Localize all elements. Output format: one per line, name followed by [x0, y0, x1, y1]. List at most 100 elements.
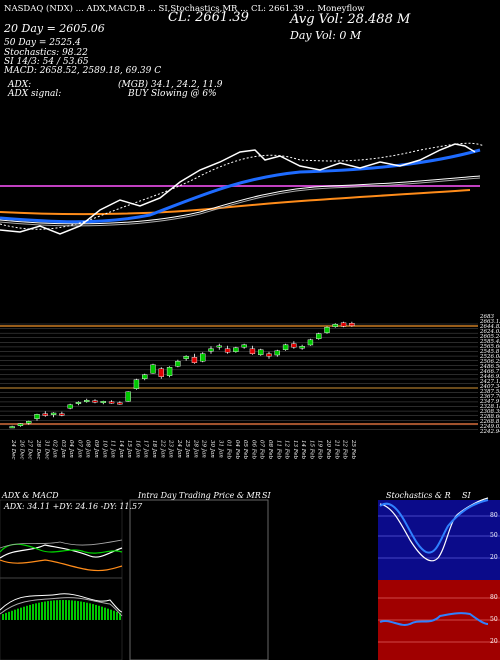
rsi-tick-50: 50 — [490, 616, 498, 623]
macd-histogram-bar — [86, 602, 88, 620]
date-tick-label: 30 Jan — [209, 440, 215, 458]
macd-histogram-bar — [32, 604, 34, 620]
macd-histogram-bar — [17, 608, 19, 620]
date-tick-label: 31 Jan — [217, 440, 223, 458]
date-tick-label: 06 Feb — [250, 440, 256, 460]
macd-histogram-bar — [8, 611, 10, 620]
macd-histogram-bar — [71, 600, 73, 620]
adx-macd-panel — [0, 499, 123, 660]
date-tick-label: 22 Jan — [159, 439, 165, 458]
candle-body — [241, 344, 247, 348]
candle-body — [233, 347, 239, 352]
price-tick-label: 2347.97 — [479, 399, 500, 405]
macd-histogram-bar — [65, 600, 67, 620]
macd-histogram-bar — [83, 602, 85, 620]
candle-body — [34, 414, 40, 419]
date-tick-label: 19 Feb — [317, 440, 323, 460]
date-tick-label: 25 Feb — [350, 439, 356, 460]
macd-histogram-bar — [5, 612, 7, 620]
stochastic-k-line — [379, 499, 489, 554]
close-price-label: CL: 2661.39 — [168, 10, 249, 25]
date-tick-label: 25 Jan — [184, 439, 190, 458]
stochastics-title: Stochastics & R — [386, 491, 451, 500]
macd-histogram-bar — [23, 606, 25, 620]
adx-macd-title: ADX & MACD — [2, 491, 59, 500]
date-tick-label: 26 Dec — [18, 439, 24, 460]
candle-body — [75, 402, 82, 404]
adx-signal-line — [0, 539, 123, 549]
macd-histogram-bar — [89, 603, 91, 620]
date-tick-label: 22 Feb — [342, 439, 348, 460]
price-tick-label: 2486.50 — [479, 364, 500, 370]
macd-histogram-bar — [20, 607, 22, 620]
macd-histogram-bar — [104, 607, 106, 620]
date-tick-label: 01 Feb — [226, 440, 232, 460]
candle-body — [200, 353, 206, 362]
candle-body — [142, 374, 148, 379]
candle-body — [316, 333, 322, 339]
stochastics-si-label: SI — [462, 491, 471, 500]
price-tick-label: 2242.94 — [479, 429, 500, 435]
macd-histogram-bar — [74, 600, 76, 620]
price-tick-label: 2663.13 — [479, 319, 500, 325]
candle-body — [125, 391, 131, 402]
chart-header-line: NASDAQ (NDX) ... ADX,MACD,B ... SI,Stoch… — [4, 4, 365, 14]
price-tick-label: 2526.08 — [479, 354, 500, 360]
candle-body — [291, 343, 297, 348]
macd-histogram-bar — [92, 604, 94, 620]
candle-body — [175, 361, 181, 367]
date-tick-label: 12 Feb — [284, 440, 290, 460]
price-tick-label: 2387.55 — [479, 389, 500, 395]
candle-body — [340, 322, 347, 327]
macd-histogram-bar — [14, 609, 16, 620]
candle-body — [133, 379, 140, 389]
date-tick-label: 21 Feb — [333, 439, 339, 460]
price-line — [0, 143, 476, 235]
macd-histogram-bar — [113, 610, 115, 620]
price-tick-label: 2605.24 — [479, 334, 500, 340]
date-tick-label: 28 Dec — [35, 439, 41, 460]
price-tick-label: 2644.82 — [479, 324, 500, 330]
macd-histogram-bar — [59, 600, 61, 620]
price-tick-label: 2545.87 — [479, 349, 500, 355]
price-tick-label: 2683 — [479, 314, 494, 320]
sma-100-line — [0, 175, 481, 225]
minus-dy-line — [0, 559, 123, 572]
date-tick-label: 11 Feb — [275, 440, 281, 460]
candle-body — [9, 426, 15, 429]
macd-histogram-bar — [47, 601, 49, 620]
macd-histogram-bar — [101, 606, 103, 620]
macd-signal-line — [0, 597, 123, 617]
macd-histogram-bar — [44, 601, 46, 620]
macd-histogram-bar — [80, 601, 82, 620]
macd-histogram-bar — [119, 612, 121, 620]
date-axis: 24 Dec 26 Dec 27 Dec 28 Dec 31 Dec 02 Jan 03 J… — [10, 439, 356, 460]
candle-body — [42, 413, 48, 416]
macd-histogram-bar — [26, 605, 28, 620]
candle-body — [59, 413, 65, 416]
candle-body — [249, 348, 256, 354]
date-tick-label: 31 Dec — [43, 440, 49, 460]
macd-histogram — [2, 600, 121, 620]
date-tick-label: 20 Feb — [325, 439, 331, 460]
candle-body — [216, 345, 222, 348]
price-tick-label: 2328.18 — [479, 404, 500, 410]
rsi-panel — [378, 580, 500, 660]
macd-histogram-bar — [98, 605, 100, 620]
si-label: SI 14/3: 54 / 53.65 — [4, 57, 89, 67]
macd-label: MACD: 2658.52, 2589.18, 69.39 C — [4, 66, 162, 76]
date-tick-label: 04 Jan — [68, 440, 74, 458]
candle-body — [100, 401, 106, 403]
candle-body — [208, 348, 214, 352]
candle-body — [117, 402, 123, 405]
price-tick-label: 2466.71 — [479, 369, 500, 375]
date-tick-label: 17 Jan — [143, 440, 149, 458]
candlestick-panel — [0, 321, 478, 430]
stochastics-panel — [378, 497, 500, 580]
macd-histogram-bar — [2, 614, 4, 620]
dma-50-label: 50 Day = 2525.4 — [4, 38, 81, 48]
macd-histogram-bar — [35, 603, 37, 620]
date-tick-label: 16 Jan — [134, 440, 140, 458]
stoch-tick-50: 50 — [490, 532, 498, 539]
candle-body — [224, 348, 231, 353]
